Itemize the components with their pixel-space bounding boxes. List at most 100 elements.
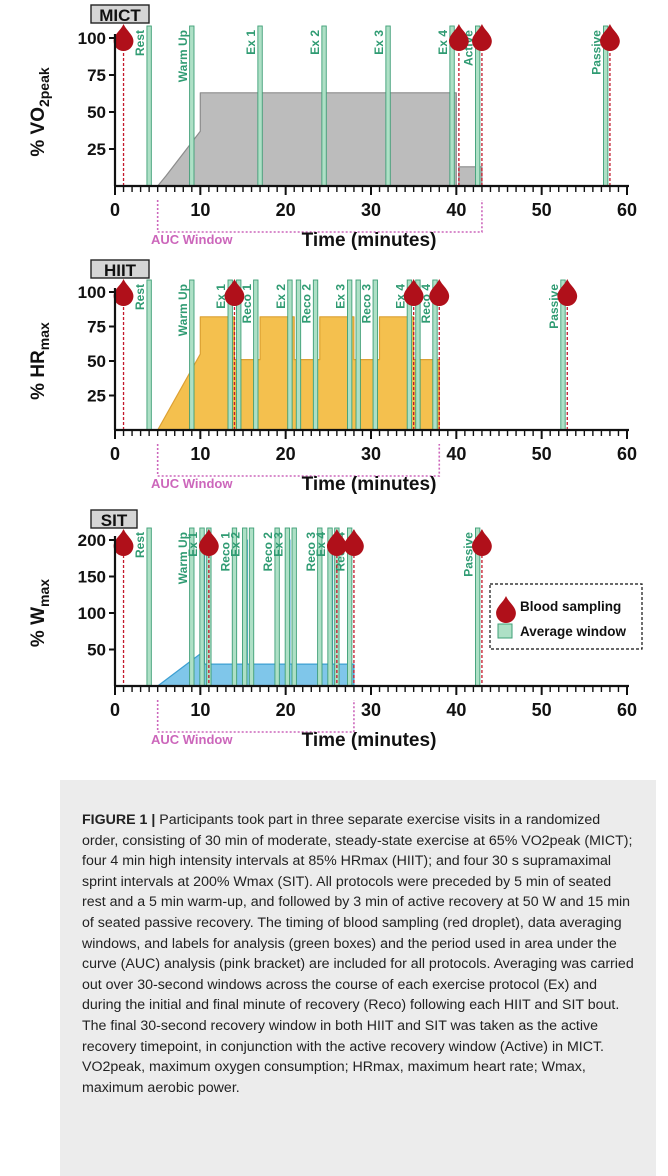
x-tick-label: 10 — [190, 200, 210, 220]
y-tick-label: 25 — [87, 387, 106, 406]
average-window — [287, 279, 293, 431]
legend-entry: Blood sampling — [520, 599, 621, 614]
auc-label: AUC Window — [151, 232, 233, 247]
y-axis-label: % Wmax — [28, 579, 52, 647]
auc-bracket — [156, 200, 483, 233]
x-tick-label: 40 — [446, 700, 466, 720]
x-tick-label: 30 — [361, 444, 381, 464]
window-label: Ex 4 — [314, 532, 328, 557]
window-label: Ex 3 — [271, 532, 285, 557]
blood-drop-icon — [224, 279, 245, 306]
y-axis-label: % HRmax — [28, 322, 52, 400]
y-tick-label: 100 — [78, 29, 106, 48]
window-label: Ex 1 — [244, 30, 258, 55]
window-label: Ex 1 — [214, 284, 228, 309]
average-window — [189, 279, 195, 431]
panel-label-box — [90, 509, 138, 529]
x-tick-label: 30 — [361, 200, 381, 220]
average-window — [257, 25, 263, 187]
y-axis-label-sub: max — [36, 322, 52, 350]
x-tick-label: 50 — [532, 444, 552, 464]
legend-entry: Average window — [520, 624, 627, 639]
window-label: Ex 2 — [229, 532, 243, 557]
blood-drop-icon — [113, 529, 134, 556]
average-window — [146, 279, 152, 431]
y-tick-label: 25 — [87, 140, 106, 159]
window-label: Reco 3 — [359, 284, 373, 324]
window-label: Reco 1 — [218, 532, 232, 572]
average-window — [291, 527, 297, 687]
y-axis-label-sub: 2peak — [36, 67, 52, 107]
blood-drop-icon — [198, 529, 219, 556]
window-label: Reco 2 — [300, 284, 314, 324]
average-window — [347, 279, 353, 431]
legend-blood-drop-icon — [496, 596, 516, 623]
average-window — [242, 527, 248, 687]
window-label: Ex 3 — [334, 284, 348, 309]
auc-label: AUC Window — [151, 476, 233, 491]
x-tick-label: 50 — [532, 700, 552, 720]
x-tick-label: 60 — [617, 200, 637, 220]
blood-drop-icon — [113, 279, 134, 306]
panel-label-box — [90, 259, 150, 279]
blood-drop-icon — [113, 24, 134, 51]
blood-drop-icon — [600, 24, 620, 51]
blood-drop-icon — [429, 279, 450, 307]
window-label: Ex 3 — [372, 30, 386, 55]
average-window — [146, 25, 152, 187]
x-tick-label: 60 — [617, 444, 637, 464]
window-label: Warm Up — [176, 30, 190, 82]
y-tick-label: 200 — [78, 531, 106, 550]
window-label: Rest — [133, 532, 147, 558]
y-tick-label: 100 — [78, 283, 106, 302]
y-tick-label: 150 — [78, 568, 106, 587]
y-tick-label: 75 — [87, 318, 106, 337]
x-tick-label: 0 — [110, 700, 120, 720]
window-label: Ex 4 — [393, 284, 407, 309]
x-tick-label: 20 — [276, 444, 296, 464]
average-window — [189, 25, 195, 187]
window-label: Ex 4 — [436, 30, 450, 55]
window-label: Passive — [462, 532, 476, 577]
x-axis-label: Time (minutes) — [302, 730, 437, 751]
x-tick-label: 20 — [276, 700, 296, 720]
x-tick-label: 50 — [532, 200, 552, 220]
x-tick-label: 0 — [110, 200, 120, 220]
x-tick-label: 10 — [190, 700, 210, 720]
x-tick-label: 40 — [446, 444, 466, 464]
x-tick-label: 30 — [361, 700, 381, 720]
blood-drop-icon — [403, 279, 424, 307]
average-window — [248, 527, 255, 687]
legend: Blood sampling Average window — [489, 583, 643, 650]
window-label: Reco 3 — [304, 532, 318, 572]
panel-label-box — [90, 4, 150, 24]
y-axis-label-main: % VO — [28, 107, 49, 157]
window-label: Ex 2 — [308, 30, 322, 55]
y-tick-label: 75 — [87, 66, 106, 85]
y-tick-label: 50 — [87, 641, 106, 660]
auc-bracket — [156, 444, 441, 477]
y-tick-label: 50 — [87, 352, 106, 371]
x-axis-label: Time (minutes) — [302, 474, 437, 495]
average-window — [312, 279, 319, 431]
y-tick-label: 100 — [78, 604, 106, 623]
blood-drop-icon — [472, 24, 492, 52]
average-window — [372, 279, 378, 431]
x-tick-label: 20 — [276, 200, 296, 220]
blood-drop-icon — [557, 279, 578, 307]
average-window — [385, 25, 391, 187]
auc-bracket — [156, 700, 355, 733]
y-tick-label: 50 — [87, 103, 106, 122]
intensity-profile — [157, 92, 483, 187]
average-window — [284, 527, 291, 687]
caption-body: Participants took part in three separate… — [82, 812, 634, 1096]
legend-box — [489, 583, 643, 650]
caption-label: FIGURE 1 | — [82, 812, 156, 828]
y-axis-label-sub: max — [36, 579, 52, 607]
panel-label: HIIT — [104, 261, 137, 280]
window-label: Warm Up — [176, 532, 190, 584]
